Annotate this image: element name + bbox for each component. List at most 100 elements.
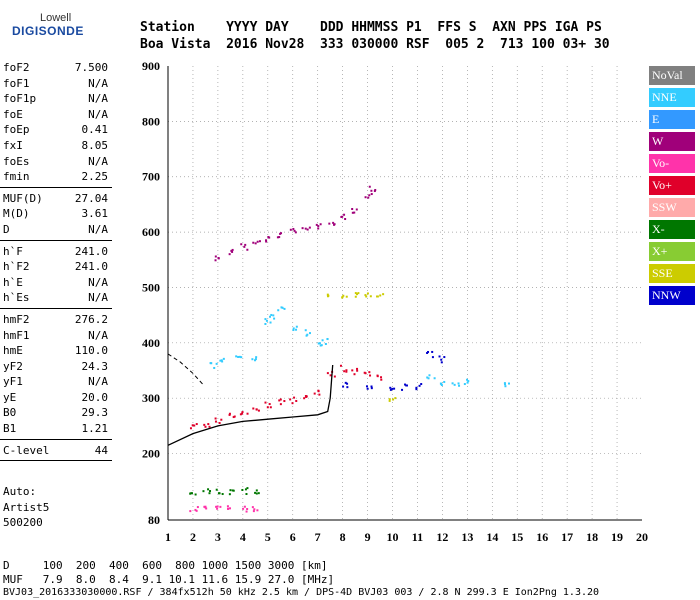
parameter-row: foE N/A xyxy=(0,107,112,123)
echo-point xyxy=(415,386,418,389)
echo-point xyxy=(415,388,418,391)
echo-point xyxy=(244,243,247,246)
x-tick-label: 12 xyxy=(436,530,448,544)
echo-point xyxy=(428,374,431,377)
echo-point xyxy=(308,226,311,229)
echo-point xyxy=(220,359,223,362)
parameter-value: 8.05 xyxy=(81,138,109,152)
echo-point xyxy=(268,236,271,239)
parameter-value: 20.0 xyxy=(81,390,109,404)
echo-point xyxy=(216,507,219,510)
echo-point xyxy=(431,356,434,359)
echo-point xyxy=(190,492,193,495)
parameter-value: N/A xyxy=(88,222,108,236)
parameter-separator xyxy=(0,307,112,309)
echo-point xyxy=(326,372,329,375)
parameter-value: N/A xyxy=(88,154,108,168)
parameter-row: fxI 8.05 xyxy=(0,138,112,154)
auto-label: Auto: xyxy=(3,485,37,498)
echo-point xyxy=(221,493,224,496)
echo-point xyxy=(228,507,231,510)
echo-point xyxy=(438,355,441,358)
echo-point xyxy=(453,383,456,386)
parameter-value: N/A xyxy=(88,328,108,342)
parameter-name: D xyxy=(3,222,10,236)
echo-point xyxy=(463,383,466,386)
x-tick-label: 4 xyxy=(240,530,246,544)
echo-point xyxy=(340,215,343,218)
echo-point xyxy=(256,509,259,512)
echo-point xyxy=(393,387,396,390)
echo-point xyxy=(214,420,217,423)
echo-point xyxy=(353,211,356,214)
echo-point xyxy=(264,318,267,321)
echo-point xyxy=(246,487,249,490)
echo-point xyxy=(216,505,219,508)
echo-point xyxy=(277,309,280,312)
legend-item: NNW xyxy=(649,286,695,305)
parameter-row: B1 1.21 xyxy=(0,421,112,437)
echo-point xyxy=(368,194,371,197)
echo-point xyxy=(292,327,295,330)
parameter-value: 241.0 xyxy=(74,260,108,274)
echo-point xyxy=(222,357,225,360)
echo-point xyxy=(268,403,271,406)
echo-point xyxy=(283,307,286,310)
parameter-row: h`Es N/A xyxy=(0,290,112,306)
auto-version: 500200 xyxy=(3,516,43,529)
echo-point xyxy=(451,382,454,385)
echo-point xyxy=(254,491,257,494)
parameter-separator xyxy=(0,438,112,440)
echo-point xyxy=(203,423,206,426)
echo-point xyxy=(208,425,211,428)
echo-point xyxy=(319,344,322,347)
echo-point xyxy=(351,208,354,211)
echo-point xyxy=(221,360,224,363)
x-tick-label: 19 xyxy=(611,530,623,544)
parameter-value: 276.2 xyxy=(74,312,108,326)
profile-curve xyxy=(167,364,334,446)
echo-point xyxy=(219,505,222,508)
parameter-row: yF1 N/A xyxy=(0,374,112,390)
echo-point xyxy=(315,223,318,226)
parameter-value: 7.500 xyxy=(74,61,108,74)
echo-point xyxy=(252,241,255,244)
echo-point xyxy=(369,374,372,377)
echo-point xyxy=(319,223,322,226)
echo-point xyxy=(254,358,257,361)
y-tick-label: 300 xyxy=(142,391,160,405)
parameter-name: h`E xyxy=(3,275,23,289)
x-tick-label: 18 xyxy=(586,530,598,544)
echo-point xyxy=(194,508,197,511)
legend-item: NNE xyxy=(649,88,695,107)
echo-point xyxy=(342,294,345,297)
legend-item: NoVal xyxy=(649,66,695,85)
parameter-value: 1.21 xyxy=(81,422,109,436)
echo-point xyxy=(291,402,294,405)
echo-point xyxy=(382,293,385,296)
echo-point xyxy=(254,242,257,245)
echo-point xyxy=(266,406,269,409)
x-tick-label: 7 xyxy=(315,530,321,544)
echo-point xyxy=(292,227,295,230)
echo-point xyxy=(246,412,249,415)
ionogram-plot: 1 2 3 4 5 6 7 8 9 10 11 12 13 14 15 16 17 18 19 20802003004… xyxy=(142,59,648,544)
echo-point xyxy=(203,505,206,508)
echo-point xyxy=(246,248,249,251)
parameter-value: 29.3 xyxy=(81,406,109,420)
parameter-name: h`F2 xyxy=(3,260,30,274)
footer-distance-row: D 100 200 400 600 800 1000 1500 3000 [km… xyxy=(3,559,328,572)
y-tick-label: 80 xyxy=(148,513,160,527)
echo-point xyxy=(293,396,296,399)
echo-point xyxy=(504,383,507,386)
echo-point xyxy=(215,488,218,491)
parameter-name: yF1 xyxy=(3,375,23,389)
y-tick-label: 800 xyxy=(142,114,160,128)
parameter-row: fmin 2.25 xyxy=(0,169,112,185)
echo-point xyxy=(304,227,307,230)
echo-point xyxy=(295,399,298,402)
parameter-row: foEp 0.41 xyxy=(0,122,112,138)
parameter-name: hmE xyxy=(3,344,23,358)
echo-point xyxy=(318,342,321,345)
parameter-row: yE 20.0 xyxy=(0,390,112,406)
